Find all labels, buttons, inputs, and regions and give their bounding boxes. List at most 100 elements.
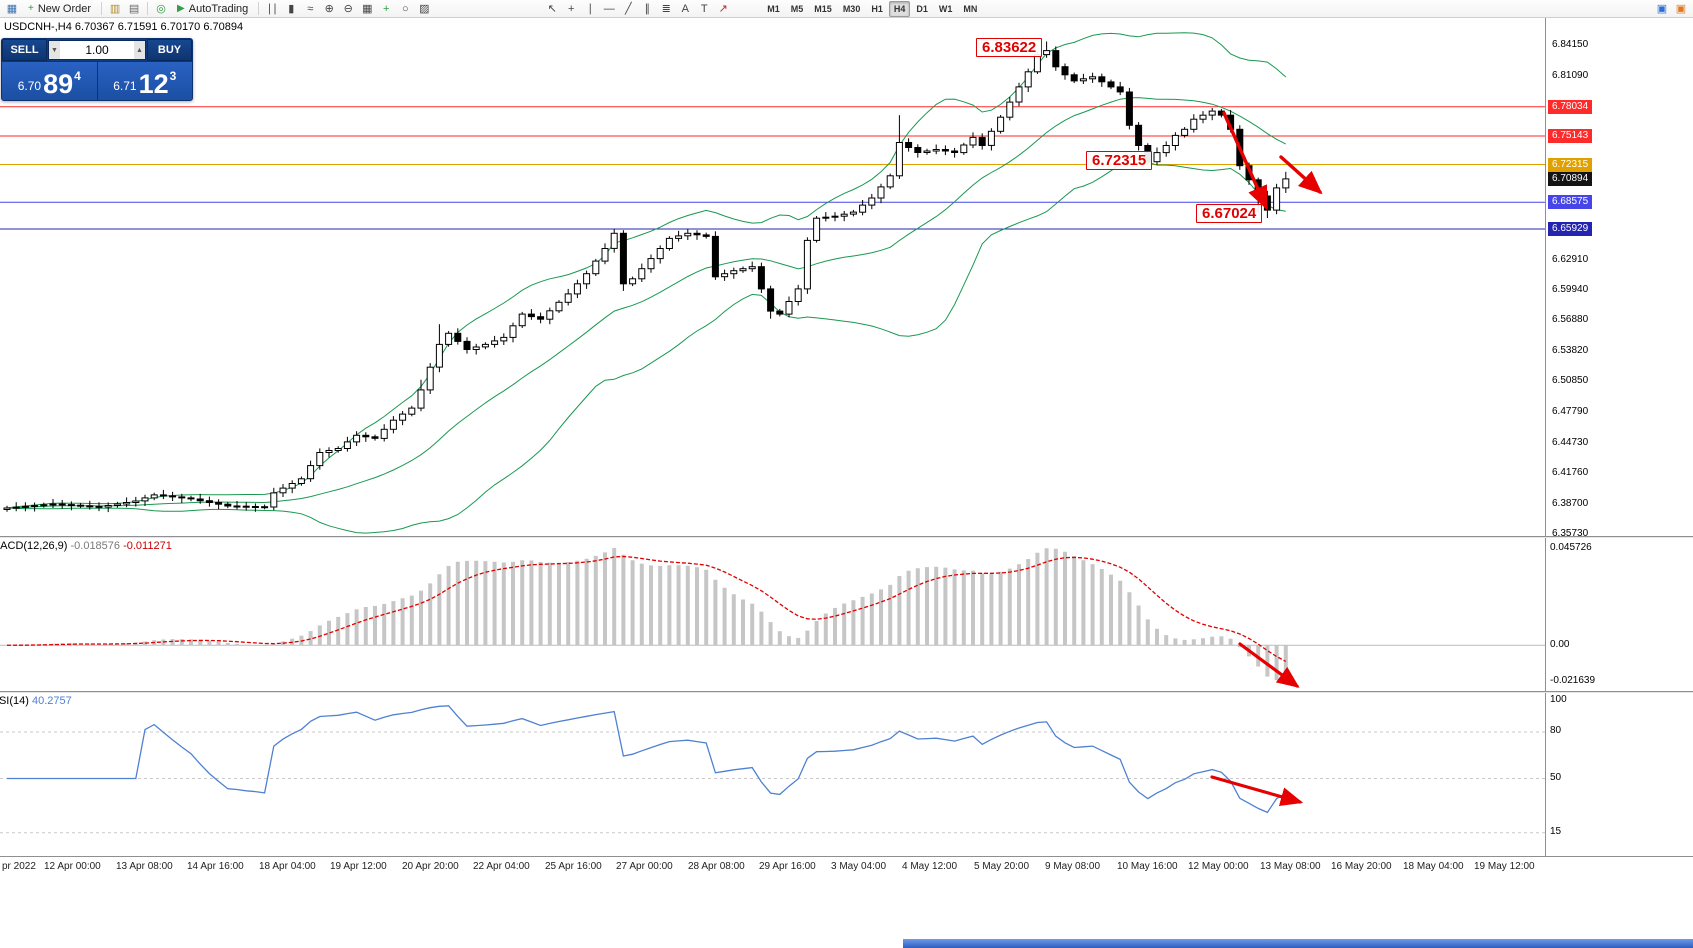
rsi-panel[interactable]: RSI(14) 40.2757 <box>0 693 1545 856</box>
time-axis-label: 16 May 20:00 <box>1331 861 1392 872</box>
rsi-axis: 100 80 50 15 <box>1545 693 1693 856</box>
time-axis-label: 10 May 16:00 <box>1117 861 1178 872</box>
text-tool-icon[interactable]: A <box>681 2 689 15</box>
timeframe-h4[interactable]: H4 <box>888 0 911 17</box>
zoom-in-icon[interactable]: ⊕ <box>324 2 334 15</box>
fibonacci-tool-icon[interactable]: ≣ <box>661 2 671 15</box>
panel-separator[interactable] <box>0 691 1693 693</box>
price-callout[interactable]: 6.67024 <box>1196 204 1263 223</box>
trend-arrow[interactable] <box>1210 775 1304 806</box>
label-tool-icon[interactable]: T <box>700 2 708 15</box>
sell-price-big: 89 <box>43 69 74 99</box>
time-axis-label: 3 May 04:00 <box>831 861 887 872</box>
print-icon[interactable]: ▤ <box>128 2 140 15</box>
price-axis-label: 6.78034 <box>1548 100 1593 114</box>
trend-arrow[interactable] <box>1279 155 1323 195</box>
arrows-tool-icon[interactable]: ↗ <box>718 2 728 15</box>
new-chart-icon[interactable]: ▦ <box>6 2 18 15</box>
buy-price-main: 6.71 <box>113 79 137 93</box>
macd-histogram <box>14 548 1288 681</box>
macd-panel[interactable]: MACD(12,26,9) -0.018576 -0.011271 <box>0 538 1545 691</box>
time-axis-label: 12 Apr 00:00 <box>44 861 101 872</box>
indicators-icon[interactable]: + <box>383 2 390 15</box>
rsi-axis-label: 100 <box>1550 694 1567 705</box>
price-axis-label: 6.72315 <box>1548 158 1593 172</box>
horizontal-line-tool-icon[interactable]: ― <box>603 2 615 15</box>
rsi-axis-label: 15 <box>1550 826 1562 837</box>
time-axis-label: 13 Apr 08:00 <box>116 861 173 872</box>
time-axis[interactable]: pr 2022 12 Apr 00:00 13 Apr 08:00 14 Apr 16… <box>0 856 1693 877</box>
time-axis-label: 18 May 04:00 <box>1403 861 1464 872</box>
autotrading-button[interactable]: ▶ AutoTrading <box>171 1 254 17</box>
price-axis-label: 6.56880 <box>1552 314 1589 325</box>
buy-price-sup: 3 <box>169 69 177 83</box>
tile-windows-icon[interactable]: ▦ <box>362 2 373 15</box>
price-callout[interactable]: 6.83622 <box>976 38 1043 57</box>
price-callout[interactable]: 6.72315 <box>1086 151 1153 170</box>
buy-button[interactable]: BUY <box>147 39 192 61</box>
sell-price-sup: 4 <box>74 69 81 83</box>
price-axis-label: 6.75143 <box>1548 129 1593 143</box>
time-axis-label: 29 Apr 16:00 <box>759 861 816 872</box>
periods-icon[interactable]: ○ <box>401 2 409 15</box>
candles-layer <box>3 41 1290 513</box>
sell-button[interactable]: SELL <box>2 39 47 61</box>
rsi-canvas[interactable] <box>0 693 1545 856</box>
macd-canvas[interactable] <box>0 538 1545 691</box>
time-axis-label: 27 Apr 00:00 <box>616 861 673 872</box>
crosshair-icon[interactable]: + <box>568 2 575 15</box>
timeframe-w1[interactable]: W1 <box>938 3 953 14</box>
toolbar-gap <box>733 8 761 9</box>
buy-price-big: 12 <box>138 69 169 99</box>
sell-price-main: 6.70 <box>17 79 42 93</box>
notifications-icon[interactable]: ▣ <box>1675 2 1687 15</box>
vertical-line-tool-icon[interactable]: ∣ <box>587 2 594 15</box>
timeframe-m1[interactable]: M1 <box>767 3 780 14</box>
chart-arrows-layer[interactable] <box>1222 111 1323 211</box>
timeframe-m30[interactable]: M30 <box>842 3 861 14</box>
cursor-icon[interactable]: ↖ <box>547 2 557 15</box>
timeframe-d1[interactable]: D1 <box>916 3 928 14</box>
time-axis-label: 20 Apr 20:00 <box>402 861 459 872</box>
timeframe-mn[interactable]: MN <box>963 3 978 14</box>
main-chart-area[interactable]: USDCNH-,H4 6.70367 6.71591 6.70170 6.708… <box>0 18 1545 536</box>
volume-decrease-button[interactable]: ▼ <box>49 41 60 59</box>
trendline-tool-icon[interactable]: ╱ <box>624 2 632 15</box>
trend-arrow[interactable] <box>1222 111 1268 211</box>
toolbar-separator <box>101 2 103 15</box>
help-icon[interactable]: ▣ <box>1656 2 1668 15</box>
sell-price[interactable]: 6.70 89 4 <box>2 62 97 100</box>
price-axis-label: 6.35730 <box>1552 528 1589 539</box>
buy-price[interactable]: 6.71 12 3 <box>96 62 192 100</box>
channel-tool-icon[interactable]: ∥ <box>644 2 651 15</box>
trade-panel-prices: 6.70 89 4 6.71 12 3 <box>2 62 192 100</box>
timeframe-h1[interactable]: H1 <box>871 3 883 14</box>
timeframe-m5[interactable]: M5 <box>790 3 804 14</box>
bollinger-lower-line <box>6 157 1286 534</box>
volume-down-icon: ▼ <box>51 46 58 54</box>
templates-icon[interactable]: ▨ <box>419 2 430 15</box>
time-axis-label: 9 May 08:00 <box>1045 861 1101 872</box>
panel-separator[interactable] <box>0 536 1693 538</box>
new-order-label: New Order <box>37 2 92 15</box>
line-chart-mode-icon[interactable]: ≈ <box>307 2 314 15</box>
macd-axis-label: -0.021639 <box>1550 675 1596 686</box>
zoom-out-icon[interactable]: ⊖ <box>343 2 353 15</box>
hlines-layer[interactable] <box>0 106 1545 230</box>
macd-signal-line <box>6 555 1287 662</box>
volume-input[interactable] <box>59 41 135 59</box>
bollinger-upper-line <box>6 32 1287 509</box>
new-order-button[interactable]: + New Order <box>22 1 97 17</box>
price-axis[interactable]: 6.84150 6.81090 6.78034 6.75143 6.72315 6.708… <box>1545 18 1693 539</box>
bar-chart-mode-icon[interactable]: ∣∣ <box>266 2 278 15</box>
symbol-ohlc-info: USDCNH-,H4 6.70367 6.71591 6.70170 6.708… <box>4 21 244 33</box>
volume-increase-button[interactable]: ▲ <box>134 41 145 59</box>
time-axis-label: 19 May 12:00 <box>1474 861 1535 872</box>
price-chart-canvas[interactable] <box>0 18 1545 536</box>
timeframe-m15[interactable]: M15 <box>814 3 832 14</box>
candlestick-mode-icon[interactable]: ▮ <box>288 2 295 15</box>
refresh-icon[interactable]: ◎ <box>156 2 166 15</box>
trend-arrow[interactable] <box>1238 642 1300 688</box>
profiles-icon[interactable]: ▥ <box>109 2 121 15</box>
